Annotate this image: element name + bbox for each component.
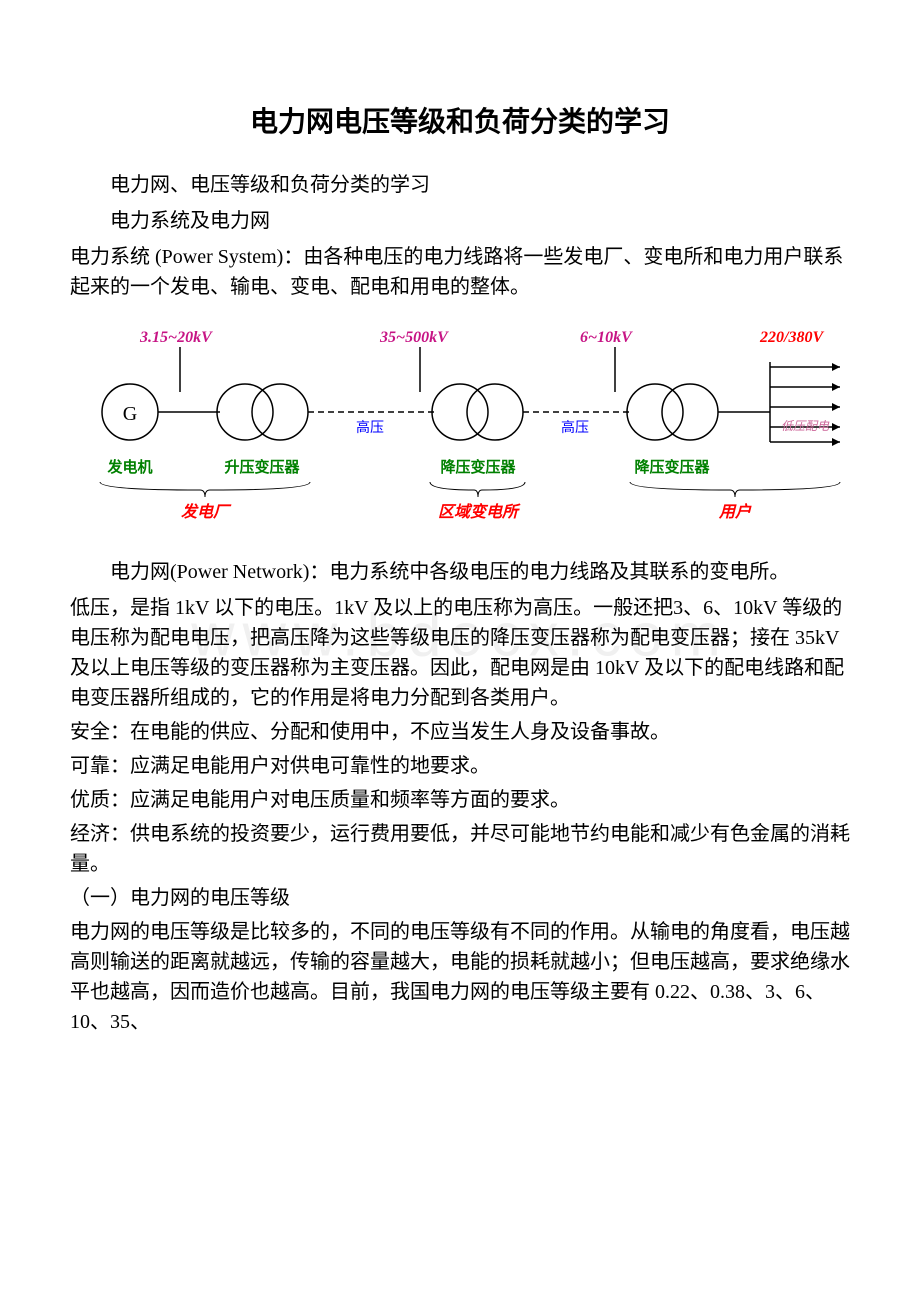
stepup-circle-1: [217, 384, 273, 440]
subtitle: 电力网、电压等级和负荷分类的学习: [70, 170, 850, 200]
group-label-substation: 区域变电所: [438, 503, 521, 521]
stepdown1-circle-1: [432, 384, 488, 440]
paragraph-8: （一）电力网的电压等级: [70, 883, 850, 913]
stepup-circle-2: [252, 384, 308, 440]
comp-label-stepdown2: 降压变压器: [634, 458, 710, 476]
voltage-label-4: 220/380V: [759, 329, 824, 346]
power-system-diagram: 3.15~20kV 35~500kV 6~10kV 220/380V G 高压: [70, 322, 850, 537]
comp-label-gen: 发电机: [106, 458, 152, 476]
paragraph-5: 可靠：应满足电能用户对供电可靠性的地要求。: [70, 751, 850, 781]
voltage-label-2: 35~500kV: [379, 329, 449, 346]
paragraph-7: 经济：供电系统的投资要少，运行费用要低，并尽可能地节约电能和减少有色金属的消耗量…: [70, 819, 850, 879]
section-heading: 电力系统及电力网: [70, 206, 850, 236]
generator-symbol: G: [123, 403, 137, 425]
paragraph-9: 电力网的电压等级是比较多的，不同的电压等级有不同的作用。从输电的角度看，电压越高…: [70, 917, 850, 1037]
group-label-plant: 发电厂: [181, 503, 232, 521]
comp-label-stepup: 升压变压器: [224, 458, 300, 476]
comp-label-stepdown1: 降压变压器: [440, 458, 516, 476]
document-title: 电力网电压等级和负荷分类的学习: [70, 100, 850, 140]
hv-label-1: 高压: [356, 419, 384, 436]
paragraph-6: 优质：应满足电能用户对电压质量和频率等方面的要求。: [70, 785, 850, 815]
stepdown2-circle-1: [627, 384, 683, 440]
stepdown2-circle-2: [662, 384, 718, 440]
group-label-user: 用户: [718, 503, 752, 521]
comp-label-lowvolt: 低压配电: [781, 419, 830, 433]
voltage-label-1: 3.15~20kV: [139, 329, 213, 346]
stepdown1-circle-2: [467, 384, 523, 440]
paragraph-1: 电力系统 (Power System)：由各种电压的电力线路将一些发电厂、变电所…: [70, 242, 850, 302]
hv-label-2: 高压: [561, 419, 589, 436]
paragraph-3: 低压，是指 1kV 以下的电压。1kV 及以上的电压称为高压。一般还把3、6、1…: [70, 593, 850, 713]
voltage-label-3: 6~10kV: [580, 329, 633, 346]
paragraph-4: 安全：在电能的供应、分配和使用中，不应当发生人身及设备事故。: [70, 717, 850, 747]
paragraph-2: 电力网(Power Network)：电力系统中各级电压的电力线路及其联系的变电…: [70, 557, 850, 587]
